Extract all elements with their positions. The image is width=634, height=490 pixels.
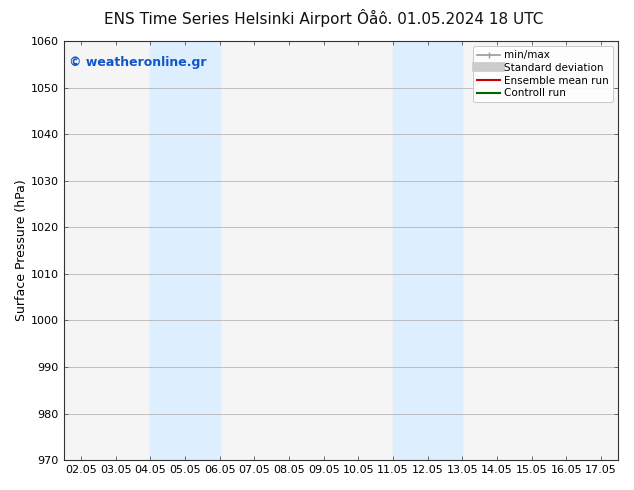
Bar <box>393 41 462 460</box>
Text: © weatheronline.gr: © weatheronline.gr <box>69 56 207 69</box>
Text: ENS Time Series Helsinki Airport: ENS Time Series Helsinki Airport <box>105 12 352 27</box>
Legend: min/max, Standard deviation, Ensemble mean run, Controll run: min/max, Standard deviation, Ensemble me… <box>473 46 613 102</box>
Text: Ôåô. 01.05.2024 18 UTC: Ôåô. 01.05.2024 18 UTC <box>357 12 543 27</box>
Bar <box>150 41 220 460</box>
Y-axis label: Surface Pressure (hPa): Surface Pressure (hPa) <box>15 180 28 321</box>
